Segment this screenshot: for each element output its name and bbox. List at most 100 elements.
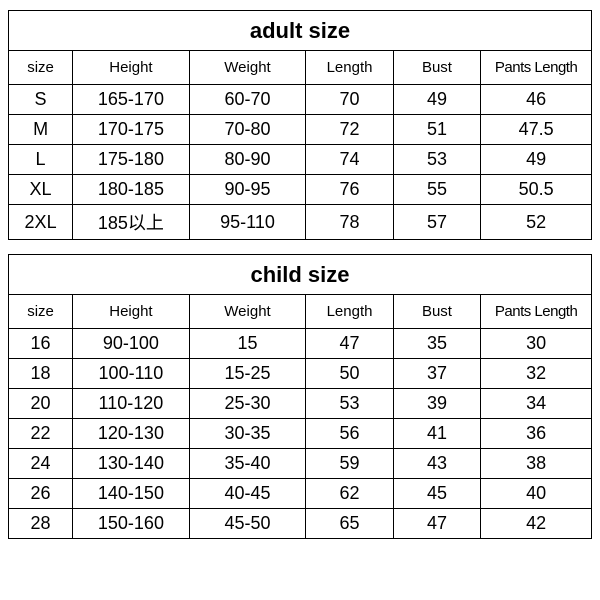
table-row: 2XL 185以上 95-110 78 57 52 (9, 205, 592, 240)
col-size: size (9, 51, 73, 85)
child-header-row: size Height Weight Length Bust Pants Len… (9, 295, 592, 329)
cell: 42 (481, 509, 592, 539)
cell: 34 (481, 389, 592, 419)
cell: 130-140 (73, 449, 190, 479)
cell: 55 (393, 175, 480, 205)
cell: 18 (9, 359, 73, 389)
cell: 15 (189, 329, 306, 359)
child-title: child size (9, 255, 592, 295)
cell: 20 (9, 389, 73, 419)
cell: 2XL (9, 205, 73, 240)
table-gap (8, 240, 592, 254)
col-bust: Bust (393, 51, 480, 85)
table-row: 18 100-110 15-25 50 37 32 (9, 359, 592, 389)
col-pants-length: Pants Length (481, 295, 592, 329)
cell: 52 (481, 205, 592, 240)
adult-title: adult size (9, 11, 592, 51)
cell: 35-40 (189, 449, 306, 479)
col-height: Height (73, 295, 190, 329)
cell: 47 (393, 509, 480, 539)
cell: 140-150 (73, 479, 190, 509)
table-row: M 170-175 70-80 72 51 47.5 (9, 115, 592, 145)
cell: 40-45 (189, 479, 306, 509)
cell: 74 (306, 145, 393, 175)
cell: S (9, 85, 73, 115)
adult-size-table: adult size size Height Weight Length Bus… (8, 10, 592, 240)
cell: 26 (9, 479, 73, 509)
table-row: 20 110-120 25-30 53 39 34 (9, 389, 592, 419)
cell: 100-110 (73, 359, 190, 389)
table-row: XL 180-185 90-95 76 55 50.5 (9, 175, 592, 205)
col-length: Length (306, 295, 393, 329)
cell: 65 (306, 509, 393, 539)
cell: 70-80 (189, 115, 306, 145)
cell: 43 (393, 449, 480, 479)
cell: 45-50 (189, 509, 306, 539)
cell: 24 (9, 449, 73, 479)
col-pants-length: Pants Length (481, 51, 592, 85)
col-bust: Bust (393, 295, 480, 329)
cell: 36 (481, 419, 592, 449)
cell: L (9, 145, 73, 175)
cell: 70 (306, 85, 393, 115)
cell: 180-185 (73, 175, 190, 205)
cell: 45 (393, 479, 480, 509)
cell: 50.5 (481, 175, 592, 205)
cell: 95-110 (189, 205, 306, 240)
cell: 47 (306, 329, 393, 359)
col-height: Height (73, 51, 190, 85)
cell: 30 (481, 329, 592, 359)
cell: 59 (306, 449, 393, 479)
cell: 50 (306, 359, 393, 389)
table-row: 28 150-160 45-50 65 47 42 (9, 509, 592, 539)
cell: 15-25 (189, 359, 306, 389)
cell: 78 (306, 205, 393, 240)
child-size-table: child size size Height Weight Length Bus… (8, 254, 592, 539)
cell: 57 (393, 205, 480, 240)
cell: M (9, 115, 73, 145)
cell: 38 (481, 449, 592, 479)
cell: 62 (306, 479, 393, 509)
cell: 165-170 (73, 85, 190, 115)
cell: 150-160 (73, 509, 190, 539)
cell: 120-130 (73, 419, 190, 449)
cell: 32 (481, 359, 592, 389)
cell: 80-90 (189, 145, 306, 175)
col-length: Length (306, 51, 393, 85)
cell: 22 (9, 419, 73, 449)
cell: 37 (393, 359, 480, 389)
child-title-row: child size (9, 255, 592, 295)
col-weight: Weight (189, 295, 306, 329)
cell: 41 (393, 419, 480, 449)
cell: 175-180 (73, 145, 190, 175)
cell: 25-30 (189, 389, 306, 419)
cell: 49 (481, 145, 592, 175)
cell: 56 (306, 419, 393, 449)
cell: 16 (9, 329, 73, 359)
cell: 90-100 (73, 329, 190, 359)
cell: 39 (393, 389, 480, 419)
cell: XL (9, 175, 73, 205)
cell: 60-70 (189, 85, 306, 115)
col-size: size (9, 295, 73, 329)
cell: 110-120 (73, 389, 190, 419)
cell: 170-175 (73, 115, 190, 145)
table-row: 16 90-100 15 47 35 30 (9, 329, 592, 359)
cell: 47.5 (481, 115, 592, 145)
table-row: 22 120-130 30-35 56 41 36 (9, 419, 592, 449)
cell: 49 (393, 85, 480, 115)
cell: 28 (9, 509, 73, 539)
cell: 72 (306, 115, 393, 145)
table-row: 26 140-150 40-45 62 45 40 (9, 479, 592, 509)
cell: 35 (393, 329, 480, 359)
cell: 76 (306, 175, 393, 205)
cell: 46 (481, 85, 592, 115)
cell: 53 (393, 145, 480, 175)
adult-title-row: adult size (9, 11, 592, 51)
table-row: S 165-170 60-70 70 49 46 (9, 85, 592, 115)
cell: 53 (306, 389, 393, 419)
cell: 90-95 (189, 175, 306, 205)
cell: 51 (393, 115, 480, 145)
table-row: 24 130-140 35-40 59 43 38 (9, 449, 592, 479)
cell: 30-35 (189, 419, 306, 449)
